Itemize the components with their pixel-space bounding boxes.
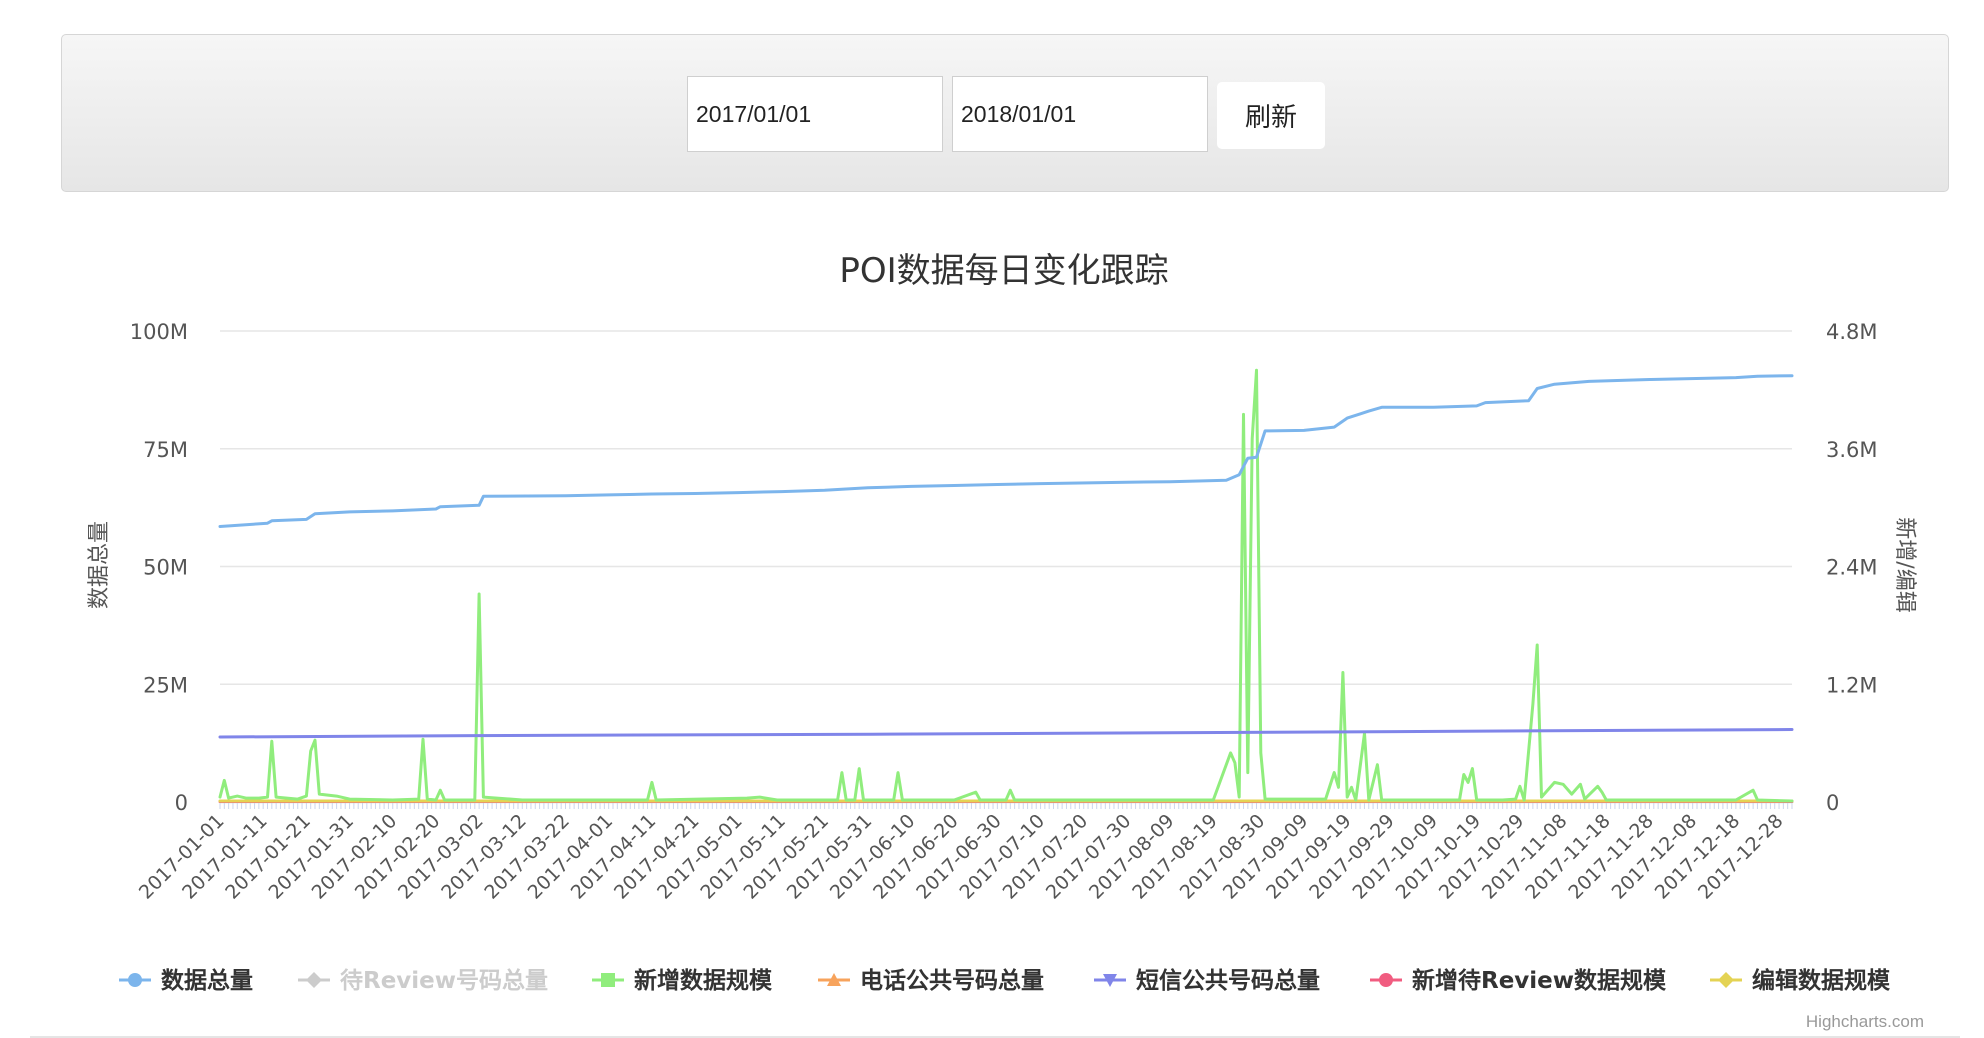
legend-item-label[interactable]: 新增待Review数据规模 bbox=[1412, 967, 1667, 994]
legend-item-label[interactable]: 电话公共号码总量 bbox=[860, 967, 1044, 994]
chart-title: POI数据每日变化跟踪 bbox=[839, 251, 1168, 291]
left-tick-label: 25M bbox=[143, 673, 188, 697]
right-axis-title: 新增/编辑 bbox=[1892, 517, 1917, 612]
end-date-input[interactable] bbox=[952, 76, 1208, 152]
x-axis: 2017-01-012017-01-112017-01-212017-01-31… bbox=[135, 801, 1793, 904]
right-tick-label: 2.4M bbox=[1826, 556, 1878, 580]
right-tick-label: 0 bbox=[1826, 791, 1839, 815]
right-tick-label: 4.8M bbox=[1826, 320, 1878, 344]
right-tick-label: 1.2M bbox=[1826, 673, 1878, 697]
right-tick-label: 3.6M bbox=[1826, 438, 1878, 462]
credits-link[interactable]: Highcharts.com bbox=[1806, 1012, 1924, 1031]
legend: 数据总量 待Review号码总量 新增数据规模 电话公共号码总量 短信公共号码总量 新增待… bbox=[119, 967, 1891, 994]
legend-item-label[interactable]: 短信公共号码总量 bbox=[1136, 967, 1320, 994]
left-tick-label: 0 bbox=[175, 791, 188, 815]
left-tick-label: 50M bbox=[143, 556, 188, 580]
circle-marker-icon bbox=[128, 973, 142, 987]
triangle-down-marker-icon bbox=[1103, 974, 1117, 987]
series-line bbox=[218, 374, 1794, 528]
series-layer bbox=[218, 368, 1794, 803]
left-tick-label: 75M bbox=[143, 438, 188, 462]
legend-item-label[interactable]: 数据总量 bbox=[161, 967, 253, 994]
square-marker-icon bbox=[601, 973, 615, 987]
left-axis-ticks: 0 25M 50M 75M 100M bbox=[130, 320, 188, 815]
diamond-marker-icon bbox=[306, 972, 322, 988]
bottom-divider bbox=[30, 1036, 1960, 1038]
left-tick-label: 100M bbox=[130, 320, 188, 344]
series-line bbox=[218, 368, 1794, 803]
legend-item-label[interactable]: 待Review号码总量 bbox=[340, 967, 548, 994]
triangle-marker-icon bbox=[827, 973, 841, 986]
refresh-button[interactable]: 刷新 bbox=[1217, 82, 1325, 149]
legend-item-label[interactable]: 编辑数据规模 bbox=[1752, 967, 1891, 994]
filter-bar: 刷新 bbox=[61, 34, 1949, 192]
left-axis-title: 数据总量 bbox=[87, 521, 112, 609]
diamond-marker-icon bbox=[1718, 972, 1734, 988]
series-line bbox=[218, 728, 1794, 739]
start-date-input[interactable] bbox=[687, 76, 943, 152]
right-axis-ticks: 0 1.2M 2.4M 3.6M 4.8M bbox=[1826, 320, 1878, 815]
circle-marker-icon bbox=[1379, 973, 1393, 987]
legend-item-label[interactable]: 新增数据规模 bbox=[634, 967, 773, 994]
